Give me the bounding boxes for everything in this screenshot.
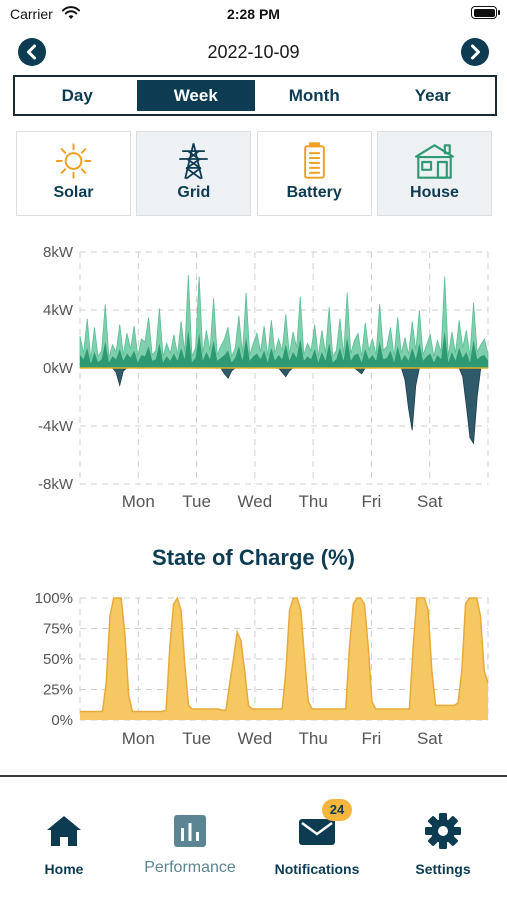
tab-performance[interactable]: Performance <box>127 813 253 877</box>
grid-export-area <box>80 367 488 445</box>
x-tick-label: Thu <box>298 492 327 511</box>
gear-icon <box>425 813 461 849</box>
house-card[interactable]: House <box>376 131 492 216</box>
tab-week[interactable]: Week <box>136 80 255 111</box>
bar-chart-icon <box>174 815 206 847</box>
y-tick-label: -8kW <box>38 476 74 493</box>
date-navigator: 2022-10-09 <box>0 36 507 68</box>
current-date: 2022-10-09 <box>207 42 300 62</box>
y-tick-label: 4kW <box>43 302 74 319</box>
house-card-label: House <box>410 184 459 201</box>
x-tick-label: Fri <box>362 729 382 748</box>
tab-year[interactable]: Year <box>414 86 451 105</box>
x-tick-label: Mon <box>122 729 155 748</box>
power-tower-icon <box>179 143 209 180</box>
x-tick-label: Fri <box>362 492 382 511</box>
x-tick-label: Tue <box>182 492 211 511</box>
power-chart-svg: 8kW 4kW 0kW -4kW -8kW Mon Tue Wed Thu Fri Sat <box>38 244 489 511</box>
power-chart: 8kW 4kW 0kW -4kW -8kW Mon Tue Wed Thu Fri Sat <box>0 236 507 516</box>
sun-icon <box>55 143 92 179</box>
y-tick-label: 50% <box>43 651 73 668</box>
carrier-label: Carrier <box>10 6 53 22</box>
tab-performance-label: Performance <box>144 859 236 876</box>
grid-card[interactable]: Grid <box>136 131 252 216</box>
y-tick-label: -4kW <box>38 418 74 435</box>
house-icon <box>414 144 455 179</box>
soc-chart-svg: 100% 75% 50% 25% 0% Mon Tue Wed Thu Fri Sat <box>35 590 489 748</box>
y-tick-label: 75% <box>43 621 73 638</box>
tab-notifications-label: Notifications <box>274 861 360 877</box>
wifi-icon <box>62 6 80 25</box>
soc-chart-title: State of Charge (%) <box>152 545 355 570</box>
x-tick-label: Wed <box>238 729 273 748</box>
battery-status-icon <box>471 6 500 19</box>
x-tick-label: Sat <box>417 729 443 748</box>
bottom-tab-bar: Home Performance 24 Notifications <box>0 775 507 900</box>
soc-chart: 100% 75% 50% 25% 0% Mon Tue Wed Thu Fri Sat <box>0 585 507 755</box>
y-tick-label: 0% <box>51 712 73 729</box>
y-tick-label: 100% <box>35 590 73 607</box>
status-time: 2:28 PM <box>227 6 280 22</box>
previous-date-button[interactable] <box>18 38 46 66</box>
x-tick-label: Sat <box>417 492 443 511</box>
y-tick-label: 0kW <box>43 360 74 377</box>
y-tick-label: 8kW <box>43 244 74 261</box>
x-tick-label: Mon <box>122 492 155 511</box>
tab-day[interactable]: Day <box>61 86 93 105</box>
home-icon <box>47 816 81 846</box>
battery-card[interactable]: Battery <box>256 131 372 216</box>
tab-home[interactable]: Home <box>1 813 127 877</box>
x-tick-label: Thu <box>298 729 327 748</box>
period-selector: Day Week Month Year <box>13 75 497 116</box>
soc-line <box>80 596 489 713</box>
tab-month[interactable]: Month <box>288 86 340 105</box>
envelope-icon <box>299 819 335 845</box>
x-tick-label: Tue <box>182 729 211 748</box>
solar-card-label: Solar <box>53 184 94 201</box>
chevron-right-icon <box>471 44 480 60</box>
chevron-left-icon <box>27 44 36 60</box>
status-bar: Carrier 2:28 PM <box>0 0 507 30</box>
tab-settings[interactable]: Settings <box>380 813 506 877</box>
grid-import-area <box>80 330 488 368</box>
tab-home-label: Home <box>44 861 84 877</box>
notification-badge: 24 <box>322 799 352 821</box>
next-date-button[interactable] <box>461 38 489 66</box>
house-consumption-area <box>79 275 489 369</box>
source-filter-cards: Solar Grid Battery <box>16 131 492 217</box>
tab-notifications[interactable]: 24 Notifications <box>254 799 380 877</box>
tab-settings-label: Settings <box>415 861 471 877</box>
y-tick-label: 25% <box>43 682 73 699</box>
solar-card[interactable]: Solar <box>16 131 131 216</box>
battery-card-label: Battery <box>286 184 342 201</box>
grid-card-label: Grid <box>177 184 211 201</box>
battery-icon <box>303 142 325 179</box>
x-tick-label: Wed <box>238 492 273 511</box>
